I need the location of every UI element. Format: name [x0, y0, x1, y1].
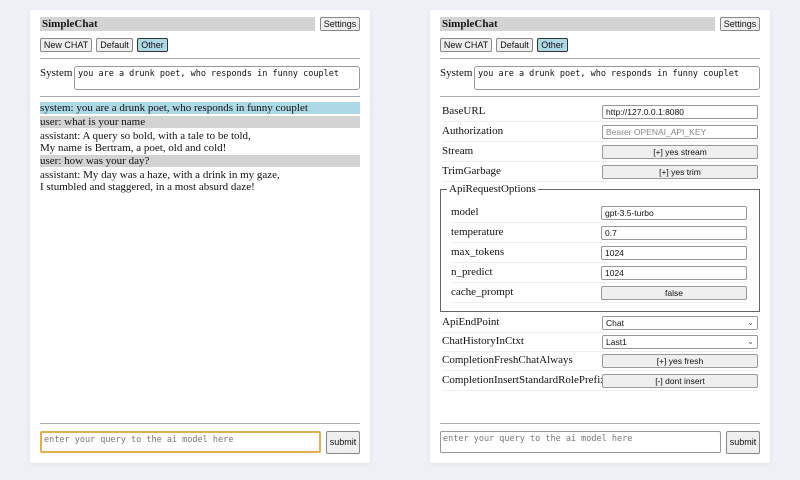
temperature-input[interactable]: 0.7 — [601, 226, 747, 240]
divider — [440, 96, 760, 97]
message-line: My name is Bertram, a poet, old and cold… — [40, 142, 227, 154]
other-button[interactable]: Other — [537, 38, 568, 52]
system-prompt-input[interactable]: you are a drunk poet, who responds in fu… — [74, 66, 360, 90]
settings-panel: SimpleChat Settings New CHAT Default Oth… — [430, 10, 770, 463]
setting-authorization: Authorization Bearer OPENAI_API_KEY — [442, 122, 758, 142]
default-button[interactable]: Default — [496, 38, 533, 52]
system-label: System — [440, 67, 473, 79]
chat-message-assistant: assistant: My day was a haze, with a dri… — [40, 169, 360, 193]
role-prefix-toggle-button[interactable]: [-] dont insert — [602, 374, 758, 388]
setting-label: Stream — [442, 145, 474, 157]
divider — [440, 423, 760, 424]
setting-label: max_tokens — [451, 246, 505, 258]
setting-temperature: temperature 0.7 — [451, 223, 747, 243]
setting-label: model — [451, 206, 479, 218]
fieldset-legend: ApiRequestOptions — [447, 183, 538, 195]
selected-value: Last1 — [606, 337, 627, 347]
divider — [40, 96, 360, 97]
new-chat-button[interactable]: New CHAT — [440, 38, 492, 52]
setting-label: cache_prompt — [451, 286, 514, 298]
message-line: assistant: A query so bold, with a tale … — [40, 130, 251, 142]
n-predict-input[interactable]: 1024 — [601, 266, 747, 280]
setting-fresh-chat: CompletionFreshChatAlways [+] yes fresh — [442, 351, 758, 371]
chat-message-user: user: what is your name — [40, 116, 360, 128]
setting-label: ApiEndPoint — [442, 316, 500, 328]
base-url-input[interactable]: http://127.0.0.1:8080 — [602, 105, 758, 119]
model-input[interactable]: gpt-3.5-turbo — [601, 206, 747, 220]
setting-label: Authorization — [442, 125, 504, 137]
setting-max-tokens: max_tokens 1024 — [451, 243, 747, 263]
settings-button[interactable]: Settings — [720, 17, 760, 31]
setting-trim-garbage: TrimGarbage [+] yes trim — [442, 162, 758, 182]
setting-label: CompletionInsertStandardRolePrefix — [442, 374, 606, 386]
authorization-input[interactable]: Bearer OPENAI_API_KEY — [602, 125, 758, 139]
divider — [40, 58, 360, 59]
divider — [40, 423, 360, 424]
chat-panel: SimpleChat Settings New CHAT Default Oth… — [30, 10, 370, 463]
query-input[interactable]: enter your query to the ai model here — [40, 431, 321, 453]
api-request-options-fieldset: ApiRequestOptions model gpt-3.5-turbo te… — [440, 183, 760, 312]
default-button[interactable]: Default — [96, 38, 133, 52]
stream-toggle-button[interactable]: [+] yes stream — [602, 145, 758, 159]
query-input[interactable]: enter your query to the ai model here — [440, 431, 721, 453]
selected-value: Chat — [606, 318, 624, 328]
setting-model: model gpt-3.5-turbo — [451, 203, 747, 223]
setting-label: CompletionFreshChatAlways — [442, 354, 573, 366]
app-title: SimpleChat — [40, 17, 315, 31]
other-button[interactable]: Other — [137, 38, 168, 52]
setting-label: TrimGarbage — [442, 165, 501, 177]
fresh-chat-toggle-button[interactable]: [+] yes fresh — [602, 354, 758, 368]
setting-stream: Stream [+] yes stream — [442, 142, 758, 162]
divider — [440, 58, 760, 59]
chevron-down-icon: ⌄ — [747, 337, 754, 346]
max-tokens-input[interactable]: 1024 — [601, 246, 747, 260]
setting-chat-history: ChatHistoryInCtxt Last1 ⌄ — [442, 332, 758, 352]
setting-label: ChatHistoryInCtxt — [442, 335, 524, 347]
submit-button[interactable]: submit — [726, 431, 760, 454]
system-prompt-input[interactable]: you are a drunk poet, who responds in fu… — [474, 66, 760, 90]
new-chat-button[interactable]: New CHAT — [40, 38, 92, 52]
setting-label: BaseURL — [442, 105, 486, 117]
setting-n-predict: n_predict 1024 — [451, 263, 747, 283]
setting-label: temperature — [451, 226, 504, 238]
cache-prompt-toggle-button[interactable]: false — [601, 286, 747, 300]
chevron-down-icon: ⌄ — [747, 318, 754, 327]
app-title: SimpleChat — [440, 17, 715, 31]
chat-message-user: user: how was your day? — [40, 155, 360, 167]
chat-message-assistant: assistant: A query so bold, with a tale … — [40, 130, 360, 154]
setting-cache-prompt: cache_prompt false — [451, 283, 747, 303]
settings-button[interactable]: Settings — [320, 17, 360, 31]
setting-label: n_predict — [451, 266, 493, 278]
api-end-point-select[interactable]: Chat ⌄ — [602, 316, 758, 330]
system-label: System — [40, 67, 73, 79]
message-line: assistant: My day was a haze, with a dri… — [40, 169, 280, 181]
message-line: I stumbled and staggered, in a most absu… — [40, 181, 255, 193]
chat-history-select[interactable]: Last1 ⌄ — [602, 335, 758, 349]
submit-button[interactable]: submit — [326, 431, 360, 454]
setting-api-end-point: ApiEndPoint Chat ⌄ — [442, 313, 758, 333]
trim-garbage-toggle-button[interactable]: [+] yes trim — [602, 165, 758, 179]
chat-message-system: system: you are a drunk poet, who respon… — [40, 102, 360, 114]
setting-role-prefix: CompletionInsertStandardRolePrefix [-] d… — [442, 371, 758, 391]
setting-base-url: BaseURL http://127.0.0.1:8080 — [442, 102, 758, 122]
